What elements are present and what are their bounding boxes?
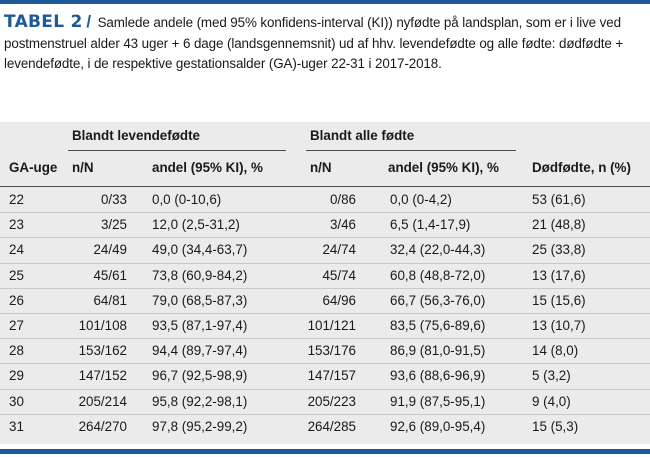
cell-n-live: 205/214 xyxy=(78,393,127,409)
cell-stillborn: 13 (17,6) xyxy=(532,267,586,283)
group-header-live-births: Blandt levendefødte xyxy=(72,128,200,143)
cell-n-all: 64/96 xyxy=(322,292,356,308)
cell-ga-week: 26 xyxy=(9,292,24,308)
cell-n-all: 45/74 xyxy=(322,267,356,283)
group-header-all-births: Blandt alle fødte xyxy=(310,128,415,143)
cell-share-live: 93,5 (87,1-97,4) xyxy=(152,317,248,333)
table-row: 31 264/270 97,8 (95,2-99,2) 264/285 92,6 (89… xyxy=(0,415,650,440)
cell-ga-week: 28 xyxy=(9,343,24,359)
cell-stillborn: 9 (4,0) xyxy=(532,393,571,409)
cell-ga-week: 23 xyxy=(9,217,24,233)
table-row: 25 45/61 73,8 (60,9-84,2) 45/74 60,8 (48,8-7… xyxy=(0,264,650,289)
group-underline-all xyxy=(306,150,516,151)
table-row: 28 153/162 94,4 (89,7-97,4) 153/176 86,9 (81… xyxy=(0,339,650,365)
table-row: 27 101/108 93,5 (87,1-97,4) 101/121 83,5 (75… xyxy=(0,314,650,340)
label-slash: / xyxy=(86,12,91,31)
cell-n-all: 153/176 xyxy=(307,343,356,359)
cell-share-live: 97,8 (95,2-99,2) xyxy=(152,418,248,434)
cell-stillborn: 15 (5,3) xyxy=(532,418,579,434)
col-header-share-live: andel (95% KI), % xyxy=(152,160,263,175)
cell-n-live: 45/61 xyxy=(93,267,127,283)
top-accent-rule xyxy=(0,0,650,4)
cell-n-all: 147/157 xyxy=(307,368,356,384)
cell-n-live: 147/152 xyxy=(78,368,127,384)
cell-share-all: 0,0 (0-4,2) xyxy=(390,192,452,207)
cell-share-all: 6,5 (1,4-17,9) xyxy=(390,217,471,233)
cell-share-live: 95,8 (92,2-98,1) xyxy=(152,393,248,409)
table-label: TABEL 2 xyxy=(4,12,83,32)
cell-n-all: 205/223 xyxy=(307,393,356,409)
cell-n-live: 101/108 xyxy=(78,317,127,333)
cell-n-all: 264/285 xyxy=(307,418,356,434)
table-row: 22 0/33 0,0 (0-10,6) 0/86 0,0 (0-4,2) 53 (61,… xyxy=(0,188,650,214)
table-row: 24 24/49 49,0 (34,4-63,7) 24/74 32,4 (22,0-4… xyxy=(0,238,650,264)
cell-ga-week: 24 xyxy=(9,242,24,258)
cell-share-live: 49,0 (34,4-63,7) xyxy=(152,242,248,258)
cell-n-live: 0/33 xyxy=(100,192,127,207)
cell-share-live: 94,4 (89,7-97,4) xyxy=(152,343,248,359)
cell-n-live: 264/270 xyxy=(78,418,127,434)
cell-share-all: 83,5 (75,6-89,6) xyxy=(390,317,486,333)
cell-n-live: 24/49 xyxy=(93,242,127,258)
cell-share-all: 91,9 (87,5-95,1) xyxy=(390,393,486,409)
cell-stillborn: 53 (61,6) xyxy=(532,192,586,207)
cell-ga-week: 29 xyxy=(9,368,24,384)
cell-stillborn: 5 (3,2) xyxy=(532,368,571,384)
cell-share-live: 73,8 (60,9-84,2) xyxy=(152,267,248,283)
table-body: 22 0/33 0,0 (0-10,6) 0/86 0,0 (0-4,2) 53 (61,… xyxy=(0,188,650,440)
col-header-stillborn: Dødfødte, n (%) xyxy=(532,160,631,175)
col-header-n-all: n/N xyxy=(310,160,332,175)
cell-n-live: 64/81 xyxy=(93,292,127,308)
col-header-share-all: andel (95% KI), % xyxy=(388,160,499,175)
cell-stillborn: 25 (33,8) xyxy=(532,242,586,258)
cell-n-live: 3/25 xyxy=(100,217,127,233)
cell-n-all: 24/74 xyxy=(322,242,356,258)
cell-share-all: 86,9 (81,0-91,5) xyxy=(390,343,486,359)
cell-ga-week: 31 xyxy=(9,418,24,434)
cell-share-live: 12,0 (2,5-31,2) xyxy=(152,217,240,233)
cell-share-all: 32,4 (22,0-44,3) xyxy=(390,242,486,258)
table-row: 26 64/81 79,0 (68,5-87,3) 64/96 66,7 (56,3-7… xyxy=(0,289,650,314)
table-row: 29 147/152 96,7 (92,5-98,9) 147/157 93,6 (88… xyxy=(0,364,650,390)
cell-n-all: 0/86 xyxy=(329,192,356,207)
data-table: Blandt levendefødte Blandt alle fødte GA… xyxy=(0,122,650,444)
cell-stillborn: 14 (8,0) xyxy=(532,343,579,359)
cell-share-live: 0,0 (0-10,6) xyxy=(152,192,222,207)
table-row: 23 3/25 12,0 (2,5-31,2) 3/46 6,5 (1,4-17,9) 2… xyxy=(0,213,650,239)
cell-share-live: 79,0 (68,5-87,3) xyxy=(152,292,248,308)
cell-stillborn: 21 (48,8) xyxy=(532,217,586,233)
group-underline-live xyxy=(68,150,286,151)
cell-share-live: 96,7 (92,5-98,9) xyxy=(152,368,248,384)
cell-stillborn: 13 (10,7) xyxy=(532,317,586,333)
table-caption: TABEL 2 / Samlede andele (med 95% konfid… xyxy=(4,12,644,75)
cell-stillborn: 15 (15,6) xyxy=(532,292,586,308)
column-header-row: GA-uge n/N andel (95% KI), % n/N andel (… xyxy=(0,156,650,186)
cell-share-all: 92,6 (89,0-95,4) xyxy=(390,418,486,434)
cell-n-live: 153/162 xyxy=(78,343,127,359)
header-rule xyxy=(0,186,650,187)
cell-ga-week: 22 xyxy=(9,192,24,207)
table-row: 30 205/214 95,8 (92,2-98,1) 205/223 91,9 (87… xyxy=(0,390,650,415)
bottom-accent-rule xyxy=(0,449,650,454)
cell-ga-week: 27 xyxy=(9,317,24,333)
cell-ga-week: 30 xyxy=(9,393,24,409)
caption-text: Samlede andele (med 95% konfidens-interv… xyxy=(4,15,624,71)
col-header-ga-week: GA-uge xyxy=(9,160,58,175)
cell-share-all: 93,6 (88,6-96,9) xyxy=(390,368,486,384)
cell-n-all: 101/121 xyxy=(307,317,356,333)
col-header-n-live: n/N xyxy=(72,160,94,175)
cell-share-all: 66,7 (56,3-76,0) xyxy=(390,292,486,308)
cell-ga-week: 25 xyxy=(9,267,24,283)
cell-n-all: 3/46 xyxy=(329,217,356,233)
cell-share-all: 60,8 (48,8-72,0) xyxy=(390,267,486,283)
